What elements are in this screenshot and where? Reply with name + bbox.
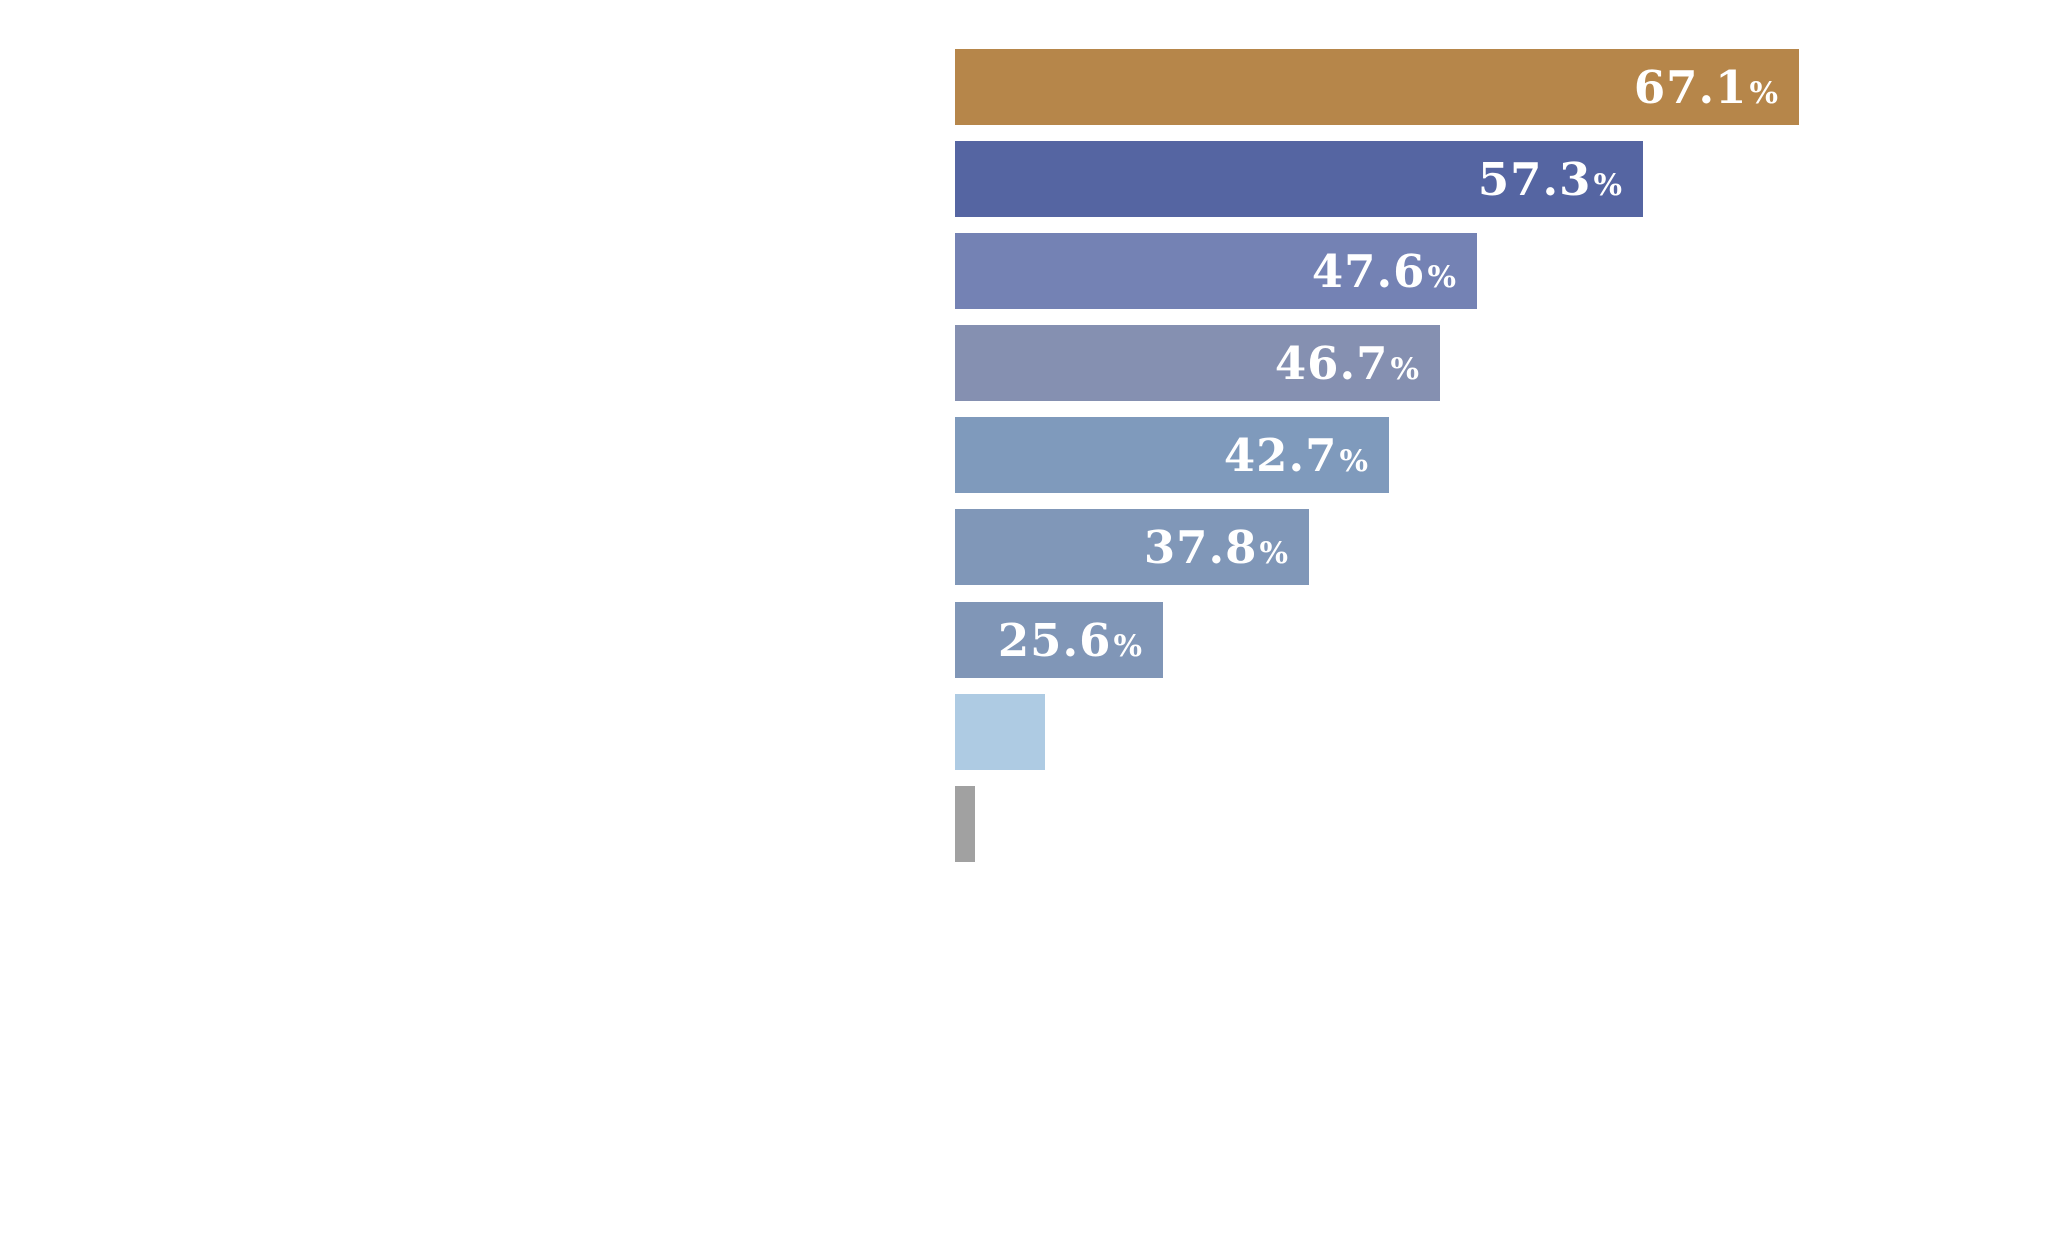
bar-value-label: 25.6% — [997, 613, 1143, 667]
bar-row-6: 37.8% — [955, 509, 1309, 585]
bar-row-8 — [955, 694, 1045, 770]
bar-row-3: 47.6% — [955, 233, 1477, 309]
bar-row-5: 42.7% — [955, 417, 1389, 493]
bar-row-7: 25.6% — [955, 602, 1163, 678]
bar-row-4: 46.7% — [955, 325, 1440, 401]
bar-value-label — [1023, 710, 1025, 755]
bar-row-2: 57.3% — [955, 141, 1643, 217]
bar-value-label: 42.7% — [1223, 428, 1369, 482]
percent-symbol: % — [1390, 351, 1420, 387]
bar-row-9 — [955, 786, 975, 862]
percent-symbol: % — [1113, 628, 1143, 664]
bar-value-label: 57.3% — [1477, 152, 1623, 206]
percent-symbol: % — [1339, 443, 1369, 479]
percent-symbol: % — [1427, 259, 1457, 295]
bar-value-label — [953, 802, 955, 847]
percent-symbol: % — [1749, 75, 1779, 111]
bar-row-1: 67.1% — [955, 49, 1799, 125]
bar-value-label: 46.7% — [1274, 336, 1420, 390]
bar-value-label: 47.6% — [1311, 244, 1457, 298]
percent-symbol: % — [1259, 535, 1289, 571]
bar-value-label: 67.1% — [1633, 60, 1779, 114]
bar-value-label: 37.8% — [1143, 520, 1289, 574]
percent-symbol: % — [1593, 167, 1623, 203]
